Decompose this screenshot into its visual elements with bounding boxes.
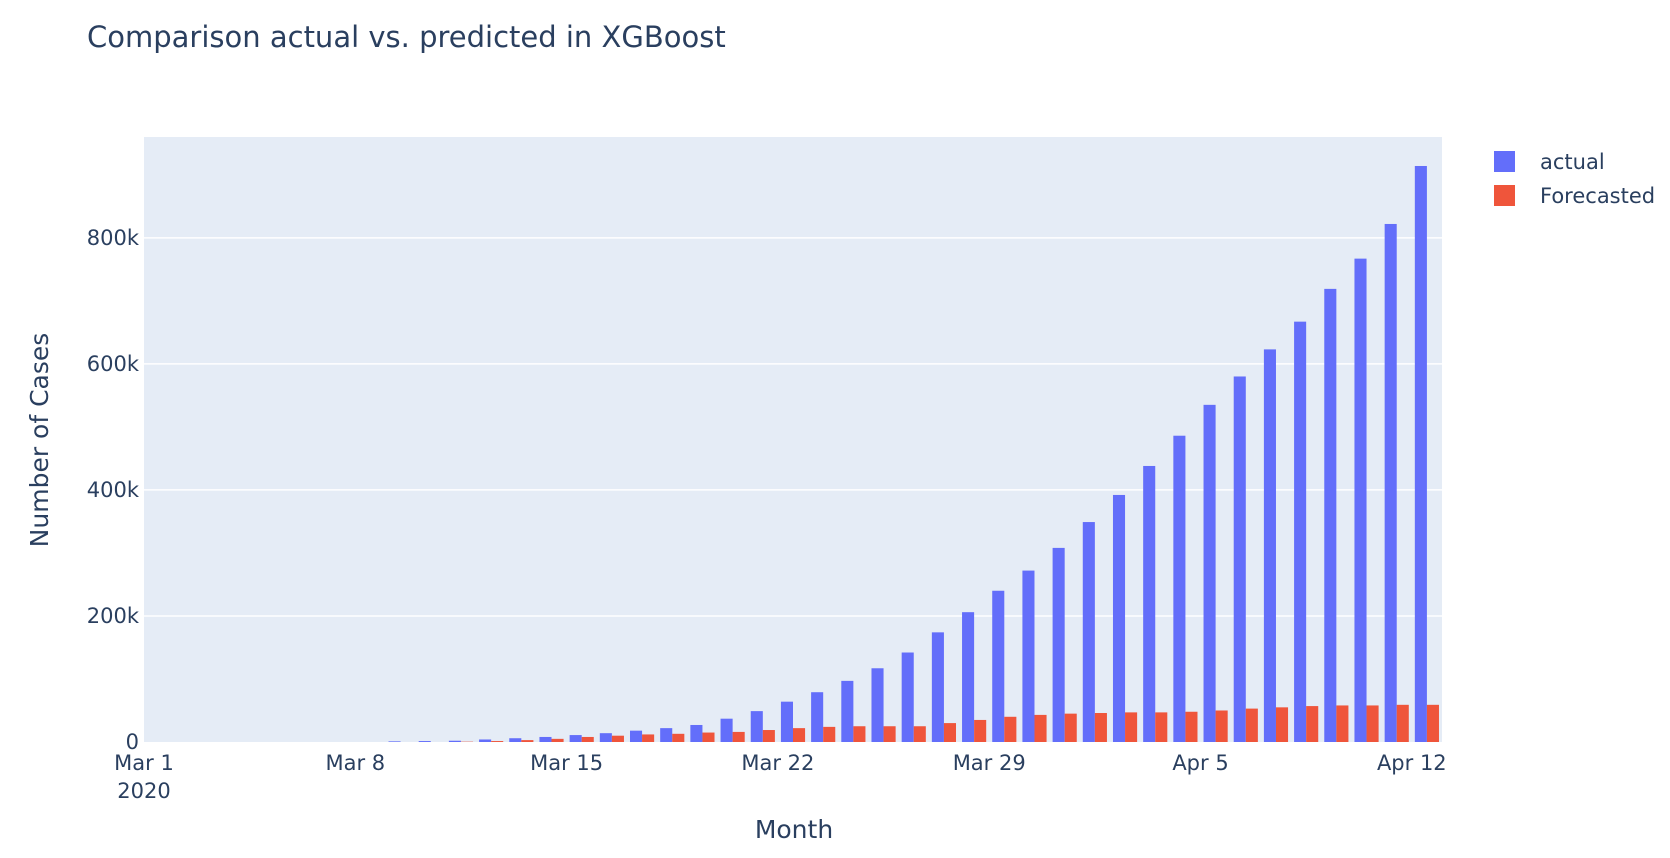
bar-forecasted-2020-03-17[interactable] — [642, 734, 655, 742]
bar-actual-2020-04-05[interactable] — [1203, 404, 1216, 742]
x-tick-label: Mar 1 — [114, 751, 174, 775]
bar-actual-2020-04-02[interactable] — [1112, 494, 1126, 742]
bar-forecasted-2020-03-23[interactable] — [823, 726, 836, 742]
bar-actual-2020-03-11[interactable] — [448, 740, 461, 742]
x-tick-label: Mar 15 — [530, 751, 603, 775]
bar-actual-2020-03-31[interactable] — [1052, 547, 1065, 742]
bar-actual-2020-03-16[interactable] — [599, 733, 612, 742]
bar-forecasted-2020-03-14[interactable] — [551, 738, 564, 742]
y-tick-label: 600k — [87, 352, 140, 376]
bar-actual-2020-04-08[interactable] — [1294, 321, 1307, 742]
x-tick-label: Apr 12 — [1377, 751, 1447, 775]
y-tick-label: 800k — [87, 226, 140, 250]
bar-actual-2020-03-19[interactable] — [690, 724, 703, 742]
x-axis-title: Month — [755, 815, 833, 844]
legend-swatch-forecasted — [1494, 185, 1515, 206]
bar-actual-2020-03-24[interactable] — [841, 680, 854, 742]
bar-forecasted-2020-04-03[interactable] — [1155, 712, 1168, 742]
bar-forecasted-2020-04-09[interactable] — [1336, 705, 1349, 742]
bar-forecasted-2020-04-07[interactable] — [1275, 707, 1289, 742]
plot-background — [144, 137, 1442, 742]
bar-forecasted-2020-03-13[interactable] — [521, 740, 534, 742]
bar-actual-2020-03-14[interactable] — [539, 736, 552, 742]
bar-forecasted-2020-03-24[interactable] — [853, 726, 866, 742]
y-axis-title: Number of Cases — [25, 333, 54, 548]
legend-label-forecasted: Forecasted — [1540, 184, 1655, 208]
bar-forecasted-2020-03-15[interactable] — [581, 736, 594, 742]
bar-actual-2020-03-12[interactable] — [479, 739, 492, 742]
bar-forecasted-2020-04-11[interactable] — [1396, 704, 1409, 742]
x-tick-label: Mar 29 — [953, 751, 1026, 775]
axes: 0 200k 400k 600k 800k Mar 1 Mar 8 Mar 15 Mar 22 M… — [87, 226, 1447, 803]
bar-actual-2020-04-09[interactable] — [1324, 288, 1337, 742]
bar-actual-2020-04-06[interactable] — [1233, 376, 1246, 742]
bar-forecasted-2020-04-06[interactable] — [1245, 708, 1258, 742]
bar-actual-2020-04-03[interactable] — [1143, 465, 1156, 742]
bars — [388, 165, 1439, 743]
y-tick-label: 400k — [87, 478, 140, 502]
bar-actual-2020-04-01[interactable] — [1082, 522, 1095, 742]
bar-forecasted-2020-03-21[interactable] — [762, 730, 775, 742]
bar-forecasted-2020-03-29[interactable] — [1004, 716, 1017, 742]
bar-forecasted-2020-03-22[interactable] — [793, 728, 806, 742]
x-tick-label: Apr 5 — [1172, 751, 1228, 775]
bar-forecasted-2020-03-16[interactable] — [611, 735, 624, 742]
y-tick-label: 0 — [126, 730, 139, 754]
bar-actual-2020-03-26[interactable] — [901, 652, 914, 742]
bar-actual-2020-03-10[interactable] — [418, 741, 431, 742]
bar-forecasted-2020-03-12[interactable] — [491, 741, 504, 742]
bar-actual-2020-04-07[interactable] — [1263, 349, 1276, 742]
bar-actual-2020-03-20[interactable] — [720, 718, 733, 742]
chart-title: Comparison actual vs. predicted in XGBoo… — [87, 20, 726, 54]
bar-forecasted-2020-03-28[interactable] — [974, 719, 987, 742]
bar-actual-2020-03-22[interactable] — [780, 701, 793, 742]
bar-actual-2020-03-21[interactable] — [750, 711, 763, 742]
bar-actual-2020-03-17[interactable] — [629, 730, 643, 742]
bar-actual-2020-03-27[interactable] — [931, 632, 944, 742]
bar-actual-2020-03-15[interactable] — [569, 735, 582, 742]
bar-actual-2020-04-11[interactable] — [1384, 223, 1397, 742]
bar-forecasted-2020-03-18[interactable] — [672, 733, 685, 742]
bar-actual-2020-03-29[interactable] — [992, 590, 1005, 742]
bar-actual-2020-03-28[interactable] — [962, 612, 975, 742]
bar-forecasted-2020-04-10[interactable] — [1366, 705, 1379, 742]
x-tick-year: 2020 — [117, 779, 170, 803]
x-tick-label: Mar 8 — [325, 751, 385, 775]
bar-forecasted-2020-03-20[interactable] — [732, 731, 745, 742]
legend-label-actual: actual — [1540, 150, 1605, 174]
x-tick-label: Mar 22 — [741, 751, 814, 775]
bar-actual-2020-04-10[interactable] — [1354, 258, 1367, 742]
bar-forecasted-2020-03-25[interactable] — [883, 726, 896, 742]
y-tick-label: 200k — [87, 604, 140, 628]
bar-actual-2020-03-23[interactable] — [811, 692, 824, 742]
bar-forecasted-2020-04-08[interactable] — [1306, 706, 1319, 742]
bar-actual-2020-03-30[interactable] — [1022, 570, 1035, 742]
bar-actual-2020-04-04[interactable] — [1173, 435, 1186, 742]
bar-actual-2020-03-18[interactable] — [660, 728, 673, 742]
bar-actual-2020-04-12[interactable] — [1414, 165, 1427, 743]
legend-swatch-actual — [1494, 151, 1515, 172]
legend[interactable]: actual Forecasted — [1494, 150, 1655, 208]
bar-forecasted-2020-03-26[interactable] — [913, 726, 926, 742]
bar-forecasted-2020-04-05[interactable] — [1215, 710, 1228, 742]
bar-actual-2020-03-13[interactable] — [509, 738, 522, 742]
bar-forecasted-2020-03-19[interactable] — [702, 732, 715, 742]
bar-forecasted-2020-03-31[interactable] — [1064, 713, 1077, 742]
bar-forecasted-2020-04-02[interactable] — [1125, 712, 1138, 742]
bar-forecasted-2020-03-27[interactable] — [943, 723, 957, 742]
bar-forecasted-2020-04-12[interactable] — [1426, 704, 1439, 742]
bar-forecasted-2020-04-01[interactable] — [1094, 713, 1107, 742]
bar-forecasted-2020-04-04[interactable] — [1185, 711, 1198, 742]
plot-area — [144, 137, 1442, 742]
bar-forecasted-2020-03-30[interactable] — [1034, 714, 1047, 742]
bar-actual-2020-03-09[interactable] — [388, 741, 401, 742]
bar-actual-2020-03-25[interactable] — [871, 668, 884, 742]
